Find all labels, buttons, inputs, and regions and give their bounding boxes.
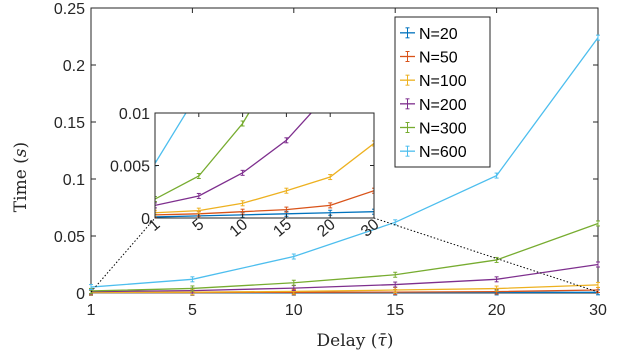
zoom-line-left [90,217,156,293]
inset-series-line [155,113,313,207]
legend-label: N=100 [419,73,467,90]
main-data-point [596,220,600,227]
inset-x-tick-label: 10 [227,216,252,241]
x-tick-label: 10 [285,302,303,319]
inset-x-tick-label: 20 [314,216,339,241]
y-tick-label: 0.15 [54,115,85,132]
main-data-point [190,285,195,292]
main-data-point [393,271,398,278]
main-plot: 00.050.10.150.20.251 5 10 15 20 30 [54,1,607,319]
y-tick-label: 0.25 [54,1,85,18]
inset-data-point [372,187,374,194]
zoom-line-right [373,217,599,293]
legend-label: N=600 [419,144,467,161]
main-data-point [494,256,499,263]
inset-series-line [155,190,374,216]
x-axis-label-symbol: τ̄ [377,331,387,351]
inset-series-n-200 [155,90,332,209]
inset-data-point [328,174,333,181]
zoom-connector-lines [90,217,599,293]
inset-data-point [328,202,333,209]
main-series-line [90,263,599,293]
main-data-point [596,261,600,268]
y-axis-label-symbol: s [11,148,31,157]
main-data-point [494,172,499,179]
inset-data-point [197,90,201,95]
inset-data-point [196,192,201,199]
main-data-point [596,34,600,41]
inset-series-line [155,142,374,214]
inset-series-n-100 [155,140,374,216]
inset-data-point [284,206,289,213]
legend-entry: N=100 [400,73,467,90]
inset-data-point [372,140,374,147]
x-tick-label: 1 [87,302,96,319]
x-tick-label: 30 [589,302,607,319]
y-tick-label: 0.1 [63,172,85,189]
inset-x-tick-label: 5 [190,216,208,235]
main-series-n-300 [89,220,600,294]
legend-label: N=20 [419,26,458,43]
inset-data-point [284,187,289,194]
legend-entry: N=200 [400,97,467,114]
main-series-line [90,37,599,288]
main-series-line [90,284,599,294]
inset-data-point [284,48,288,53]
y-axis-label: Time (s) [11,142,31,212]
inset-x-tick-label: 30 [358,216,383,241]
main-data-point [89,284,93,291]
legend-entry: N=300 [400,121,467,138]
inset-series-line [155,113,250,200]
inset-y-tick-label: 0.01 [119,106,150,123]
legend-box [394,16,491,168]
main-data-point [494,285,499,292]
inset-data-point [196,207,201,214]
x-tick-label: 20 [488,302,506,319]
x-tick-label: 5 [188,302,197,319]
inset-data-point [155,196,157,203]
x-tick-label: 15 [386,302,404,319]
y-tick-label: 0.2 [63,58,85,75]
legend-label: N=300 [419,121,467,138]
inset-data-point [155,202,157,209]
main-data-point [393,281,398,288]
inset-x-tick-label: 1 [146,216,164,235]
inset-data-point [372,208,374,215]
main-data-point [190,276,195,283]
inset-data-point [240,120,245,127]
inset-data-point [196,173,201,179]
legend-entry: N=20 [400,26,458,43]
x-axis-label: Delay (τ̄) [317,331,394,351]
y-tick-label: 0 [76,286,85,303]
main-series-line [90,222,599,292]
legend-label: N=50 [419,50,458,67]
inset-series-n-300 [155,48,288,203]
inset-y-tick-label: 0 [141,211,150,228]
inset-x-tick-label: 15 [270,216,295,241]
main-data-point [291,279,296,286]
inset-data-point [284,137,289,144]
inset-background [155,113,374,218]
inset-data-point [240,169,245,176]
y-tick-label: 0.05 [54,229,85,246]
legend-entry: N=50 [400,50,458,67]
inset-data-point [155,209,157,216]
legend-entry: N=600 [400,144,467,161]
main-data-point [596,281,600,288]
main-data-point [494,276,499,283]
inset-series-line [155,211,374,218]
legend-label: N=200 [419,97,467,114]
main-data-point [291,253,296,260]
inset-y-tick-label: 0.005 [110,159,150,176]
main-series-n-600 [89,34,600,291]
inset-data-point [240,200,245,207]
legend: N=20 N=50 N=100 N=200 N=300 N=600 [394,16,491,168]
inset-data-point [328,90,332,95]
